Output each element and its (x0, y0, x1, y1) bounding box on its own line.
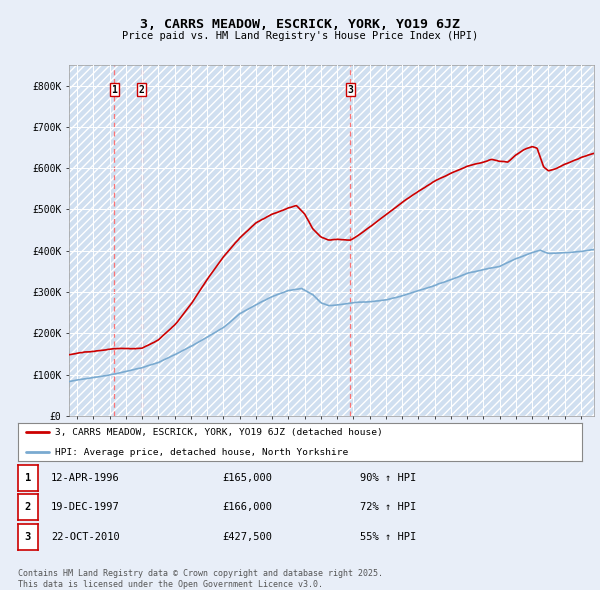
Text: 90% ↑ HPI: 90% ↑ HPI (360, 473, 416, 483)
Text: £427,500: £427,500 (222, 532, 272, 542)
Text: 3, CARRS MEADOW, ESCRICK, YORK, YO19 6JZ (detached house): 3, CARRS MEADOW, ESCRICK, YORK, YO19 6JZ… (55, 428, 382, 437)
Text: £165,000: £165,000 (222, 473, 272, 483)
Text: 2: 2 (25, 503, 31, 512)
Text: Contains HM Land Registry data © Crown copyright and database right 2025.
This d: Contains HM Land Registry data © Crown c… (18, 569, 383, 589)
Text: 55% ↑ HPI: 55% ↑ HPI (360, 532, 416, 542)
Text: 22-OCT-2010: 22-OCT-2010 (51, 532, 120, 542)
Text: 1: 1 (111, 85, 117, 94)
Text: £166,000: £166,000 (222, 503, 272, 512)
Text: 1: 1 (25, 473, 31, 483)
Text: 3, CARRS MEADOW, ESCRICK, YORK, YO19 6JZ: 3, CARRS MEADOW, ESCRICK, YORK, YO19 6JZ (140, 18, 460, 31)
Text: Price paid vs. HM Land Registry's House Price Index (HPI): Price paid vs. HM Land Registry's House … (122, 31, 478, 41)
Text: 3: 3 (25, 532, 31, 542)
Text: 3: 3 (347, 85, 353, 94)
Text: 2: 2 (139, 85, 145, 94)
Text: 19-DEC-1997: 19-DEC-1997 (51, 503, 120, 512)
Text: 12-APR-1996: 12-APR-1996 (51, 473, 120, 483)
Text: HPI: Average price, detached house, North Yorkshire: HPI: Average price, detached house, Nort… (55, 448, 348, 457)
Text: 72% ↑ HPI: 72% ↑ HPI (360, 503, 416, 512)
